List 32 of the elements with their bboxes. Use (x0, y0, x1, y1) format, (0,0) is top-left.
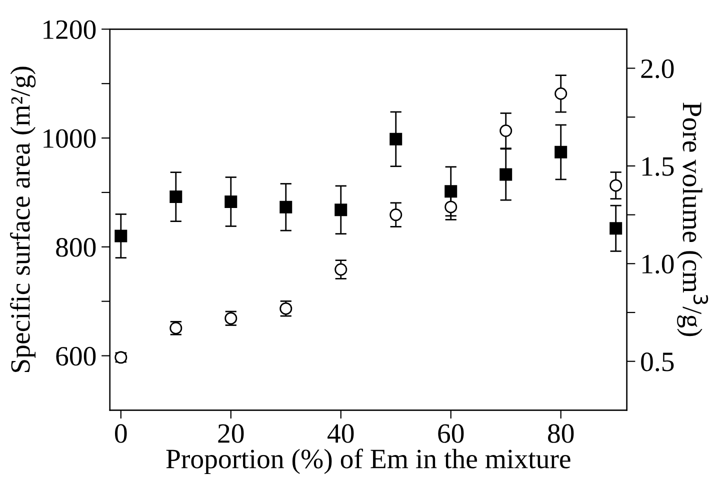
y-tick-label: 1200 (44, 20, 96, 40)
point (170, 190, 182, 204)
point (500, 168, 512, 181)
x-tick-label: 20 (218, 424, 244, 443)
point (610, 222, 622, 235)
point (444, 200, 458, 214)
x-tick-label: 80 (548, 424, 574, 443)
point (224, 195, 238, 208)
point (334, 263, 348, 276)
y-tick-label: 600 (56, 346, 96, 366)
point (114, 230, 128, 242)
x-tick-label: 0 (115, 424, 127, 443)
x-tick-label: 60 (438, 424, 464, 443)
point (500, 124, 512, 138)
x-tick-label: 40 (328, 424, 354, 443)
y2-tick-label: 1.0 (642, 254, 674, 274)
y-axis-title: Specific surface area (m²/g) (10, 66, 36, 372)
y2-tick-label: 2.0 (641, 59, 674, 78)
y-tick-label: 800 (56, 238, 96, 257)
point (444, 185, 458, 198)
point (390, 208, 402, 222)
y2-tick-label: 1.5 (642, 157, 674, 176)
point (610, 179, 622, 192)
y2-axis-title: Pore volume (cm$^{3}$/g) (677, 102, 708, 336)
x-axis-title: Proportion (%) of Em in the mixture (166, 448, 570, 474)
point (554, 87, 568, 100)
point (334, 204, 348, 216)
point (554, 146, 568, 158)
y-tick-label: 1000 (44, 129, 96, 148)
point (390, 132, 402, 146)
point (280, 200, 292, 214)
y2-tick-label: 0.5 (641, 352, 674, 372)
